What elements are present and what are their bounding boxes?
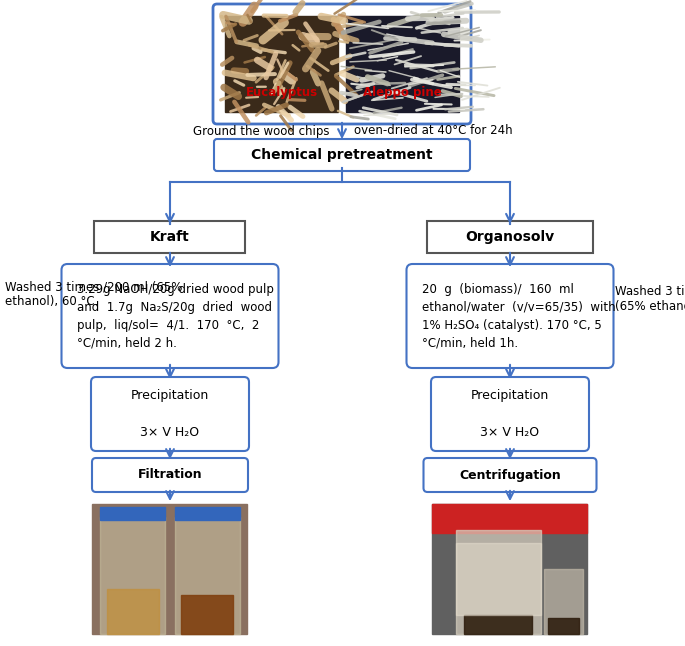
Text: Organosolv: Organosolv: [465, 230, 555, 244]
Text: Washed 3 times /200 ml (65%
ethanol), 60 °C.: Washed 3 times /200 ml (65% ethanol), 60…: [5, 280, 182, 308]
Bar: [175, 506, 240, 519]
FancyBboxPatch shape: [95, 221, 245, 253]
Bar: [100, 517, 165, 634]
FancyBboxPatch shape: [423, 458, 597, 492]
Bar: [346, 16, 459, 112]
Text: Ground the wood chips: Ground the wood chips: [193, 125, 330, 138]
Bar: [175, 517, 240, 634]
Bar: [225, 16, 338, 112]
FancyBboxPatch shape: [214, 139, 470, 171]
FancyBboxPatch shape: [213, 4, 471, 124]
Text: Centrifugation: Centrifugation: [459, 468, 561, 481]
Bar: [92, 504, 247, 634]
Text: 3.29g NaOH/20g dried wood pulp
and  1.7g  Na₂S/20g  dried  wood
pulp,  liq/sol= : 3.29g NaOH/20g dried wood pulp and 1.7g …: [77, 282, 275, 349]
FancyBboxPatch shape: [92, 458, 248, 492]
Text: Filtration: Filtration: [138, 468, 202, 481]
Text: 20  g  (biomass)/  160  ml
ethanol/water  (v/v=65/35)  with
1% H₂SO₄ (catalyst).: 20 g (biomass)/ 160 ml ethanol/water (v/…: [423, 282, 616, 349]
Bar: [544, 569, 583, 634]
Bar: [181, 595, 233, 634]
Text: Washed 3 times / 200 ml
(65% ethanol), 60 °C.: Washed 3 times / 200 ml (65% ethanol), 6…: [616, 285, 685, 313]
Text: Kraft: Kraft: [150, 230, 190, 244]
Bar: [456, 543, 541, 614]
FancyBboxPatch shape: [427, 221, 593, 253]
Text: Aleppo pine: Aleppo pine: [363, 87, 442, 99]
FancyBboxPatch shape: [62, 264, 279, 368]
FancyBboxPatch shape: [91, 377, 249, 451]
Bar: [464, 614, 532, 634]
Bar: [456, 530, 541, 634]
Bar: [548, 618, 579, 634]
Bar: [100, 506, 165, 519]
Bar: [432, 504, 588, 532]
Text: Precipitation

3× V H₂O: Precipitation 3× V H₂O: [131, 388, 209, 439]
Text: oven-dried at 40°C for 24h: oven-dried at 40°C for 24h: [354, 125, 512, 138]
Bar: [107, 589, 159, 634]
Text: Precipitation

3× V H₂O: Precipitation 3× V H₂O: [471, 388, 549, 439]
Text: Chemical pretreatment: Chemical pretreatment: [251, 148, 433, 162]
Text: Eucalyptus: Eucalyptus: [245, 87, 318, 99]
Bar: [432, 504, 588, 634]
FancyBboxPatch shape: [406, 264, 614, 368]
FancyBboxPatch shape: [431, 377, 589, 451]
